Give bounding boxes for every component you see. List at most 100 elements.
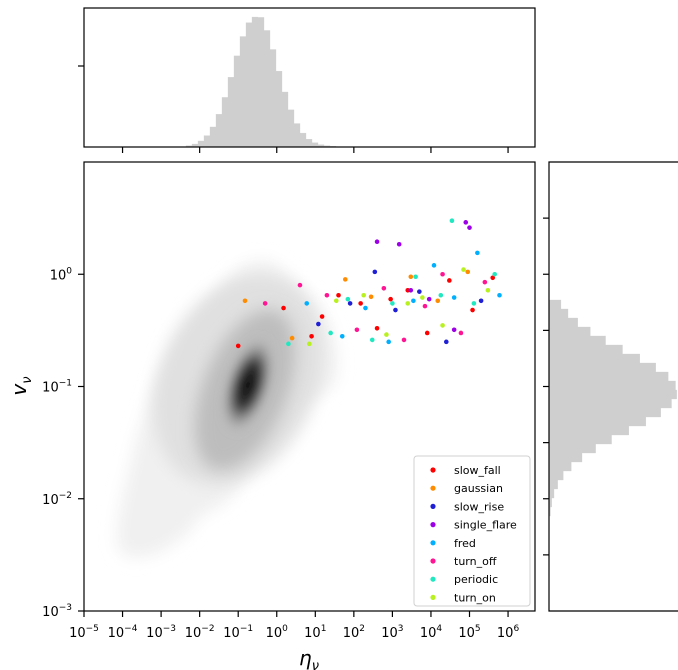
right-histogram-bar [548,380,676,391]
scatter-point [242,298,248,304]
x-tick-label: 101 [304,624,326,641]
top-histogram-bar [263,30,271,148]
right-histogram-bar [548,452,583,463]
scatter-point [405,301,411,306]
scatter-point [451,295,457,300]
top-histogram-xticks [121,147,509,153]
scatter-points [235,218,502,349]
series-gaussian [242,269,471,341]
legend-marker [430,485,436,491]
series-slow-rise [316,269,484,345]
legend: slow_fall gaussian slow_rise single_flarefr… [413,455,531,607]
legend-label: periodic [454,573,498,586]
scatter-point [363,305,368,311]
scatter-point [426,296,432,302]
scatter-point [475,250,480,256]
main-panel: 10−5 10−4 10−3 10−2 10−1 100 101 102 103 104 105 10… [7,161,536,670]
y-axis-label: vν [7,376,35,395]
top-histogram-bar [203,135,211,148]
scatter-point [381,285,387,291]
y-tick-label: 10−2 [42,491,72,508]
density-background [117,260,338,558]
right-histogram-bar [548,317,578,328]
top-histogram-frame [83,7,536,148]
scatter-point [374,239,380,244]
legend-box [413,455,531,607]
right-histogram-bar [548,308,569,319]
scatter-point [447,278,452,283]
right-histogram-bars [548,299,677,517]
top-histogram-bar [215,114,223,148]
x-tick-label: 10−1 [223,624,253,641]
scatter-point [235,343,241,349]
scatter-point [384,332,389,337]
x-tick-label: 10−5 [69,624,99,641]
right-histogram-bar [548,425,629,436]
right-histogram-bar [548,353,640,364]
top-histogram-bar [251,16,259,148]
scatter-point [281,305,286,311]
legend-label: turn_off [454,555,497,568]
legend-marker [430,558,436,564]
right-histogram-bar [548,362,656,373]
y-axis: 10−3 10−2 10−1 100 [42,266,84,620]
scatter-point [440,323,445,328]
scatter-point [307,341,312,347]
scatter-point [262,301,268,306]
legend-marker [430,522,436,528]
scatter-point [482,279,488,285]
top-histogram-bar [227,77,235,148]
x-tick-label: 10−4 [108,624,138,641]
right-histogram-bar [548,326,591,337]
scatter-point [467,225,472,230]
legend-label: fred [454,537,476,550]
x-axis-label: ην [299,646,319,670]
top-histogram-bar [233,55,241,148]
scatter-point [343,277,348,282]
top-histogram-bar [287,109,295,148]
scatter-point [304,301,310,306]
top-histogram-bar [269,49,277,148]
series-fred [304,250,502,345]
scatter-point [492,271,497,277]
right-histogram-bar [548,488,555,499]
legend-label: turn_on [454,591,496,604]
top-histogram-bar [299,132,307,148]
scatter-point [435,298,441,304]
x-tick-label: 10−2 [185,624,215,641]
y-tick-label: 10−1 [42,379,72,396]
scatter-point [345,296,351,302]
scatter-point [490,275,496,281]
scatter-point [431,263,437,268]
scatter-point [471,301,477,306]
scatter-point [347,301,353,306]
right-histogram-bar [548,434,612,445]
scatter-point [408,287,414,293]
scatter-point [328,330,333,336]
top-histogram-bar [311,142,319,148]
top-histogram-bar [209,126,217,148]
top-histogram-bar [197,140,205,148]
scatter-point [368,294,374,300]
legend-label: slow_rise [454,500,504,513]
top-histogram-bars [185,16,337,148]
right-histogram-bar [548,407,661,418]
x-axis: 10−5 10−4 10−3 10−2 10−1 100 101 102 103 104 105 10… [69,611,519,641]
series-turn-off [262,271,488,343]
top-histogram-bar [281,91,289,148]
series-periodic [286,218,497,347]
top-histogram-bar [275,70,283,148]
scatter-point [358,301,363,306]
scatter-point [390,301,395,306]
scatter-point [422,303,428,309]
scatter-point [440,271,445,277]
scatter-point [465,269,471,275]
top-histogram-bar [221,97,229,148]
right-histogram-bar [548,335,606,346]
scatter-point [324,292,330,298]
scatter-point [396,241,402,247]
scatter-point [339,334,345,339]
density-core [221,336,275,434]
right-histogram-bar [548,443,596,454]
